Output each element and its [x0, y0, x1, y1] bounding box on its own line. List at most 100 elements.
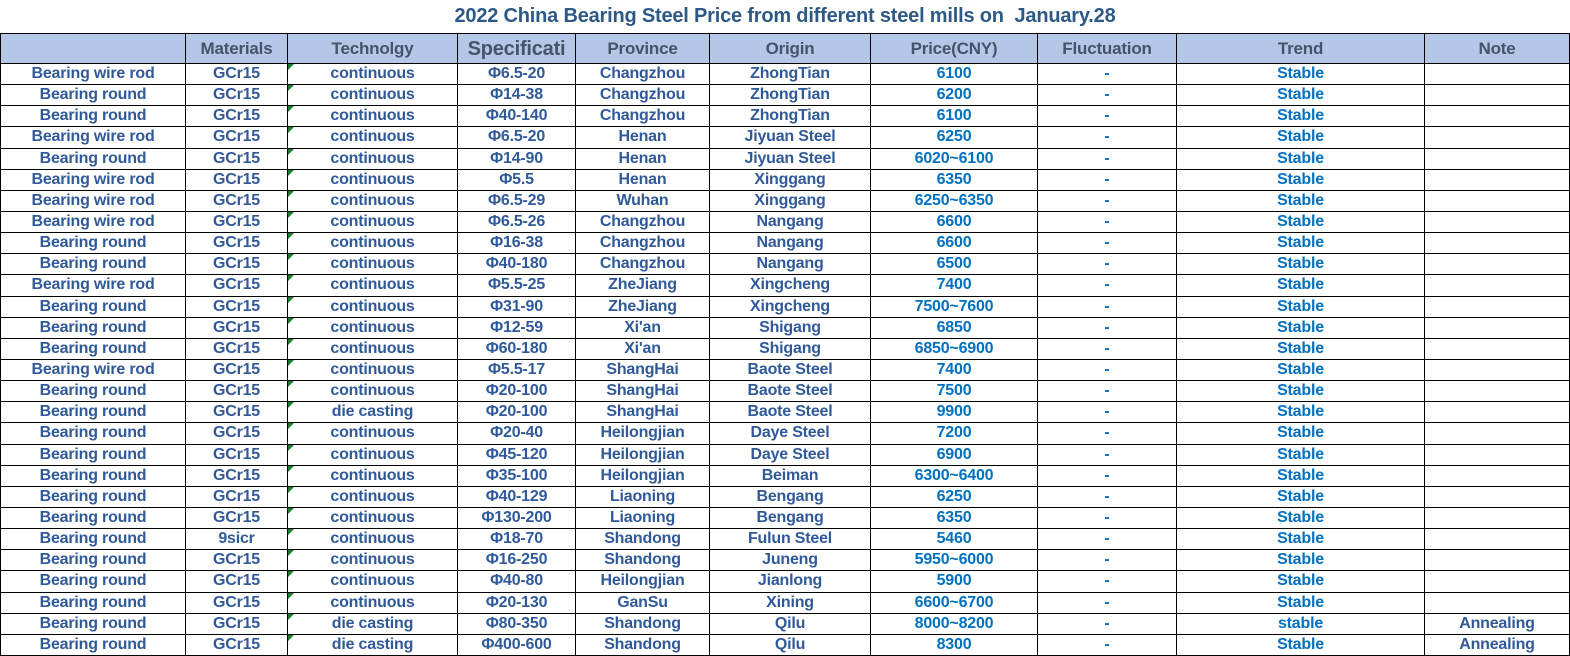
table-row: Bearing round GCr15 die casting Φ20-100 …	[1, 402, 1570, 424]
error-corner-icon	[288, 529, 294, 536]
cell-specification: Φ12-59	[458, 317, 576, 338]
cell-origin: Nangang	[710, 254, 871, 275]
cell-material: GCr15	[186, 486, 288, 507]
cell-technology: continuous	[288, 85, 458, 106]
cell-material: GCr15	[186, 402, 288, 423]
cell-trend: Stable	[1177, 211, 1425, 233]
table-row: Bearing round GCr15 continuous Φ20-40 He…	[1, 423, 1570, 445]
cell-province: Xi'an	[576, 338, 710, 359]
error-corner-icon	[288, 571, 294, 578]
error-corner-icon	[288, 106, 294, 113]
cell-specification: Φ45-120	[458, 444, 576, 465]
cell-province: ShangHai	[576, 381, 710, 402]
cell-origin: Fulun Steel	[710, 529, 871, 550]
cell-technology: continuous	[288, 233, 458, 254]
cell-trend: Stable	[1177, 381, 1425, 402]
table-row: Bearing round GCr15 continuous Φ14-90 He…	[1, 148, 1570, 170]
cell-origin: Shigang	[710, 338, 871, 359]
cell-price: 6850~6900	[871, 338, 1038, 359]
cell-technology-label: continuous	[330, 466, 415, 484]
table-header-row: Materials Technolgy Specificati Province…	[0, 33, 1570, 64]
cell-specification: Φ40-129	[458, 486, 576, 507]
table-row: Bearing round GCr15 continuous Φ45-120 H…	[1, 444, 1570, 466]
cell-province: Changzhou	[576, 106, 710, 127]
cell-trend: Stable	[1177, 444, 1425, 465]
cell-fluctuation: -	[1038, 85, 1177, 106]
column-header-blank	[1, 34, 186, 63]
cell-province: Changzhou	[576, 254, 710, 275]
cell-note	[1425, 275, 1570, 296]
cell-specification: Φ20-130	[458, 592, 576, 613]
cell-origin: Xingcheng	[710, 296, 871, 317]
error-corner-icon	[288, 275, 294, 282]
cell-province: Changzhou	[576, 211, 710, 233]
error-corner-icon	[288, 423, 294, 430]
cell-origin: Bengang	[710, 486, 871, 507]
cell-origin: Baote Steel	[710, 402, 871, 423]
table-row: Bearing wire rod GCr15 continuous Φ5.5 H…	[1, 169, 1570, 191]
cell-province: Henan	[576, 148, 710, 169]
cell-product: Bearing round	[1, 444, 186, 465]
cell-material: GCr15	[186, 423, 288, 444]
cell-technology: continuous	[288, 254, 458, 275]
cell-material: GCr15	[186, 592, 288, 613]
cell-province: Heilongjian	[576, 423, 710, 444]
cell-trend: Stable	[1177, 296, 1425, 317]
error-corner-icon	[288, 148, 294, 155]
cell-fluctuation: -	[1038, 317, 1177, 338]
cell-material: GCr15	[186, 296, 288, 317]
cell-origin: Daye Steel	[710, 423, 871, 444]
cell-trend: Stable	[1177, 190, 1425, 211]
cell-note	[1425, 211, 1570, 233]
cell-note	[1425, 317, 1570, 338]
cell-product: Bearing round	[1, 402, 186, 423]
cell-origin: Baote Steel	[710, 381, 871, 402]
cell-product: Bearing round	[1, 85, 186, 106]
error-corner-icon	[288, 127, 294, 134]
cell-technology: continuous	[288, 190, 458, 211]
cell-material: GCr15	[186, 613, 288, 634]
cell-technology: continuous	[288, 550, 458, 571]
cell-origin: Xinggang	[710, 190, 871, 211]
cell-specification: Φ16-38	[458, 233, 576, 254]
cell-province: Heilongjian	[576, 444, 710, 465]
cell-price: 6100	[871, 106, 1038, 127]
cell-product: Bearing round	[1, 148, 186, 169]
cell-material: GCr15	[186, 106, 288, 127]
cell-material: GCr15	[186, 211, 288, 233]
cell-trend: stable	[1177, 613, 1425, 634]
cell-specification: Φ130-200	[458, 507, 576, 529]
cell-technology: continuous	[288, 275, 458, 296]
table-row: Bearing round GCr15 continuous Φ12-59 Xi…	[1, 317, 1570, 339]
cell-material: GCr15	[186, 507, 288, 529]
error-corner-icon	[288, 254, 294, 261]
cell-specification: Φ18-70	[458, 529, 576, 550]
cell-province: ShangHai	[576, 402, 710, 423]
cell-specification: Φ6.5-20	[458, 64, 576, 85]
column-header-fluctuation: Fluctuation	[1038, 34, 1177, 63]
cell-material: GCr15	[186, 465, 288, 486]
cell-fluctuation: -	[1038, 550, 1177, 571]
cell-material: GCr15	[186, 254, 288, 275]
table-row: Bearing round GCr15 continuous Φ60-180 X…	[1, 338, 1570, 360]
cell-note	[1425, 169, 1570, 190]
cell-product: Bearing wire rod	[1, 64, 186, 85]
cell-province: Wuhan	[576, 190, 710, 211]
cell-province: Liaoning	[576, 486, 710, 507]
cell-note	[1425, 381, 1570, 402]
cell-note	[1425, 64, 1570, 85]
cell-material: GCr15	[186, 233, 288, 254]
cell-note	[1425, 444, 1570, 465]
table-row: Bearing round GCr15 continuous Φ16-250 S…	[1, 550, 1570, 572]
column-header-technology: Technolgy	[288, 34, 458, 63]
cell-product: Bearing round	[1, 571, 186, 592]
cell-material: GCr15	[186, 317, 288, 338]
cell-product: Bearing wire rod	[1, 211, 186, 233]
cell-technology: continuous	[288, 317, 458, 338]
cell-specification: Φ40-140	[458, 106, 576, 127]
cell-technology-label: continuous	[330, 297, 415, 315]
cell-technology: continuous	[288, 529, 458, 550]
cell-specification: Φ20-100	[458, 381, 576, 402]
cell-material: GCr15	[186, 571, 288, 592]
cell-product: Bearing round	[1, 634, 186, 655]
